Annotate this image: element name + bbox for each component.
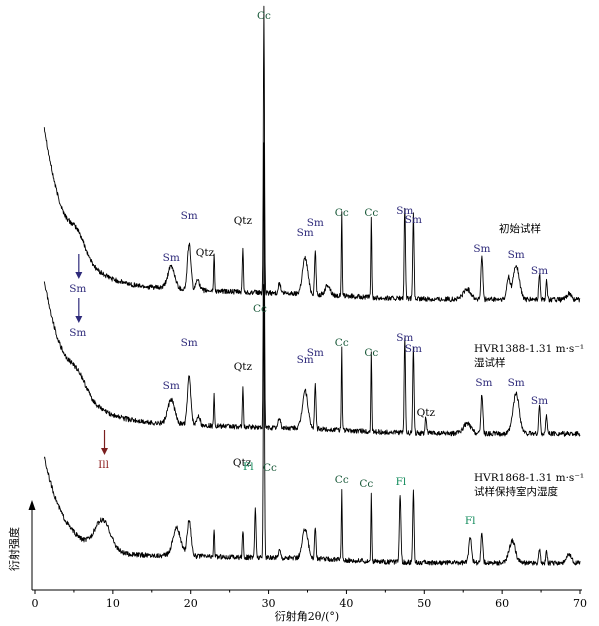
peak-label-sm: Sm bbox=[69, 283, 86, 295]
y-axis-arrowhead bbox=[28, 500, 36, 510]
peak-label-fl: Fl bbox=[243, 461, 254, 473]
peak-label-sm: Sm bbox=[163, 380, 180, 392]
peak-label-fl: Fl bbox=[396, 476, 407, 488]
peak-label-qtz: Qtz bbox=[417, 407, 436, 419]
x-tick-label: 30 bbox=[262, 597, 276, 610]
peak-label-ill: Ill bbox=[98, 459, 110, 471]
peak-label-sm: Sm bbox=[297, 227, 314, 239]
sample-label: 初始试样 bbox=[499, 222, 541, 235]
peak-label-cc: Cc bbox=[335, 207, 349, 219]
peak-label-cc: Cc bbox=[335, 337, 349, 349]
axes bbox=[28, 500, 582, 591]
peak-arrow-head bbox=[101, 448, 109, 455]
xrd-trace-hvr1868 bbox=[43, 284, 581, 566]
sample-label: 试样保持室内湿度 bbox=[474, 485, 558, 498]
sample-label: 湿试样 bbox=[474, 356, 506, 369]
peak-label-sm: Sm bbox=[396, 205, 413, 217]
x-tick-label: 60 bbox=[495, 597, 509, 610]
peak-label-sm: Sm bbox=[69, 327, 86, 339]
peak-arrow-head bbox=[75, 316, 83, 323]
peak-label-cc: Cc bbox=[335, 474, 349, 486]
xrd-trace-initial bbox=[43, 5, 581, 303]
y-axis-title: 衍射强度 bbox=[7, 527, 21, 571]
peak-label-sm: Sm bbox=[396, 332, 413, 344]
peak-arrow-head bbox=[75, 272, 83, 279]
peak-label-sm: Sm bbox=[163, 252, 180, 264]
peak-label-fl: Fl bbox=[465, 515, 476, 527]
peak-label-sm: Sm bbox=[307, 217, 324, 229]
peak-label-cc: Cc bbox=[364, 207, 378, 219]
traces bbox=[43, 5, 581, 566]
x-tick-label: 40 bbox=[339, 597, 353, 610]
peak-label-sm: Sm bbox=[508, 249, 525, 261]
x-tick-label: 20 bbox=[184, 597, 198, 610]
x-tick-label: 70 bbox=[573, 597, 587, 610]
peak-label-sm: Sm bbox=[531, 395, 548, 407]
x-tick-label: 50 bbox=[417, 597, 431, 610]
peak-label-cc: Cc bbox=[364, 347, 378, 359]
x-axis-title: 衍射角2θ/(°) bbox=[275, 609, 339, 623]
peak-label-sm: Sm bbox=[531, 265, 548, 277]
peak-label-cc: Cc bbox=[253, 303, 267, 315]
peak-label-sm: Sm bbox=[405, 343, 422, 355]
peak-label-qtz: Qtz bbox=[196, 247, 215, 259]
sample-label: HVR1388-1.31 m·s⁻¹ bbox=[474, 343, 584, 355]
peak-label-sm: Sm bbox=[181, 210, 198, 222]
sample-label: HVR1868-1.31 m·s⁻¹ bbox=[474, 472, 584, 484]
peak-label-qtz: Qtz bbox=[234, 215, 253, 227]
peak-label-sm: Sm bbox=[307, 347, 324, 359]
x-tick-label: 0 bbox=[32, 597, 39, 610]
x-ticks: 0 10 20 30 40 50 60 70 bbox=[32, 590, 587, 610]
peak-label-cc: Cc bbox=[263, 462, 277, 474]
x-tick-label: 10 bbox=[106, 597, 120, 610]
peak-label-cc: Cc bbox=[257, 10, 271, 22]
peak-label-sm: Sm bbox=[405, 214, 422, 226]
peak-label-sm: Sm bbox=[475, 377, 492, 389]
peak-label-cc: Cc bbox=[359, 478, 373, 490]
peak-label-qtz: Qtz bbox=[234, 361, 253, 373]
xrd-trace-hvr1388 bbox=[43, 142, 581, 437]
peak-label-sm: Sm bbox=[181, 337, 198, 349]
peak-label-sm: Sm bbox=[297, 354, 314, 366]
peak-label-sm: Sm bbox=[473, 243, 490, 255]
peak-label-sm: Sm bbox=[508, 377, 525, 389]
peak-label-qtz: Qtz bbox=[233, 457, 252, 469]
